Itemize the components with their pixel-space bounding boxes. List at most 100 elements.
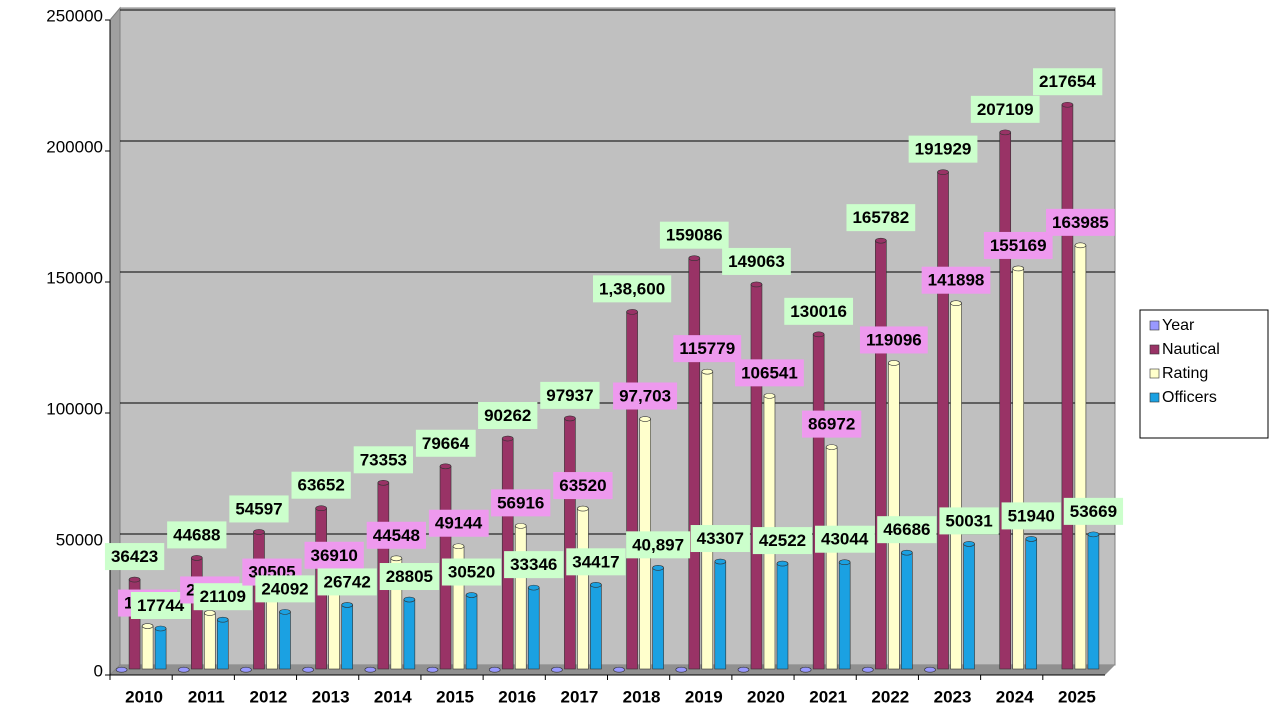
- bar-top: [501, 435, 514, 442]
- bar-top: [675, 666, 688, 673]
- data-label-bg: [415, 429, 476, 457]
- data-label-text: 43307: [697, 529, 744, 548]
- data-label-bg: [690, 525, 750, 553]
- data-label-text: 141898: [928, 271, 985, 290]
- data-label-text: 36910: [311, 546, 358, 565]
- data-label: 130016: [784, 297, 854, 325]
- data-label: 141898: [921, 266, 991, 294]
- bar: [963, 543, 975, 670]
- bar: [1087, 534, 1100, 670]
- x-tick-label: 2010: [125, 687, 163, 706]
- legend-swatch: [1149, 344, 1160, 355]
- bar-top: [240, 666, 252, 673]
- bar: [141, 625, 154, 670]
- data-label-bg: [304, 541, 364, 569]
- data-label-bg: [504, 551, 564, 579]
- data-label: 165782: [846, 204, 916, 232]
- data-label: 97,703: [613, 382, 678, 410]
- bar: [403, 599, 416, 670]
- data-label: 24092: [255, 575, 315, 603]
- data-label: 119096: [859, 326, 928, 354]
- bar: [812, 334, 825, 670]
- data-label: 86972: [802, 410, 862, 438]
- bar-top: [763, 393, 776, 399]
- data-label: 43044: [815, 525, 875, 553]
- bar-top: [701, 368, 714, 375]
- bar-top: [937, 169, 949, 175]
- bar-top: [776, 560, 789, 567]
- bar-top: [626, 309, 638, 315]
- bar-top: [862, 666, 874, 673]
- data-label: 49144: [428, 509, 489, 537]
- data-label-text: 28805: [386, 567, 433, 586]
- legend-label: Rating: [1162, 365, 1208, 382]
- data-label: 63652: [291, 471, 351, 499]
- data-label: 42522: [752, 527, 813, 555]
- x-tick-label: 2020: [747, 687, 785, 706]
- data-label-text: 44548: [373, 526, 420, 545]
- data-label: 155169: [983, 231, 1053, 259]
- bar-top: [403, 596, 416, 603]
- bar-top: [377, 480, 390, 486]
- bar: [203, 612, 216, 670]
- bar-top: [154, 625, 167, 632]
- bar-top: [750, 281, 763, 288]
- bar-top: [799, 666, 812, 673]
- data-label-text: 36423: [111, 547, 158, 566]
- data-label-text: 63520: [559, 476, 606, 495]
- data-label-text: 86972: [808, 415, 855, 434]
- bar-top: [315, 505, 327, 512]
- data-label-bg: [1033, 68, 1103, 96]
- data-label-bg: [379, 563, 439, 591]
- data-label-bg: [317, 568, 377, 596]
- data-label: 54597: [229, 495, 289, 523]
- data-label-bg: [983, 231, 1053, 259]
- y-tick-label: 150000: [46, 268, 103, 287]
- bar: [1025, 538, 1038, 670]
- data-label: 56916: [491, 489, 551, 517]
- bar-top: [190, 555, 203, 561]
- bar: [901, 552, 913, 670]
- bar: [341, 604, 353, 670]
- data-label: 207109: [970, 95, 1040, 123]
- data-label-bg: [291, 471, 351, 499]
- data-label-bg: [877, 516, 937, 544]
- data-label: 115779: [673, 335, 742, 363]
- legend-swatch: [1149, 392, 1160, 403]
- data-label-bg: [1001, 502, 1061, 530]
- x-tick-label: 2014: [374, 687, 412, 706]
- data-label-bg: [939, 507, 999, 535]
- bar-top: [825, 444, 838, 450]
- data-label: 21109: [193, 583, 252, 611]
- data-label: 63520: [553, 472, 613, 500]
- data-label-bg: [802, 410, 862, 438]
- data-label: 40,897: [626, 531, 691, 559]
- bar-top: [1061, 101, 1074, 108]
- bar-top: [203, 610, 216, 616]
- data-label-text: 21109: [200, 587, 246, 606]
- data-label-text: 79664: [422, 434, 470, 453]
- data-label-text: 54597: [235, 499, 282, 518]
- bar-top: [341, 602, 353, 608]
- data-label-bg: [970, 95, 1040, 123]
- data-label-bg: [846, 204, 916, 232]
- data-label-bg: [441, 558, 502, 586]
- data-label-text: 44688: [173, 525, 220, 544]
- y-tick-label: 250000: [46, 6, 103, 25]
- data-label-text: 63652: [298, 476, 345, 495]
- data-label-text: 53669: [1070, 502, 1117, 521]
- data-label-text: 119096: [866, 330, 922, 349]
- data-label: 30505: [242, 558, 302, 586]
- bar-top: [253, 529, 265, 535]
- data-label-bg: [167, 521, 227, 549]
- data-label-text: 50031: [945, 511, 992, 530]
- data-label-bg: [593, 275, 672, 303]
- bar-top: [875, 237, 887, 244]
- data-label-text: 51940: [1008, 506, 1055, 525]
- legend-swatch: [1149, 320, 1160, 331]
- data-label-bg: [255, 575, 315, 603]
- x-tick-label: 2021: [809, 687, 847, 706]
- bar-top: [714, 558, 727, 565]
- bar: [564, 418, 576, 670]
